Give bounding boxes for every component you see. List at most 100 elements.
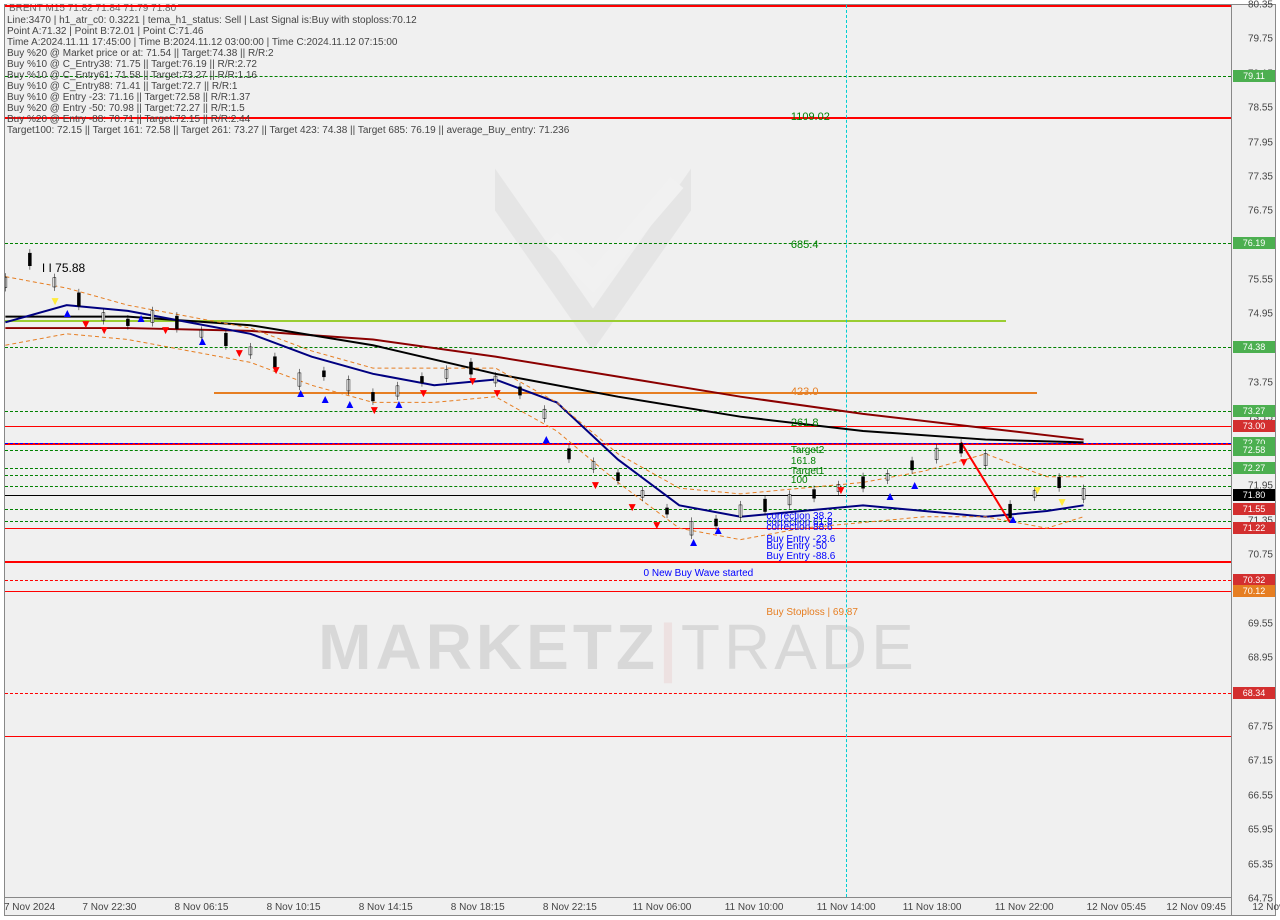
info-line: Buy %10 @ Entry -23: 71.16 || Target:72.…: [7, 92, 250, 103]
horizontal-line: [5, 693, 1231, 694]
price-label: 74.38: [1233, 341, 1275, 353]
price-label: 76.19: [1233, 237, 1275, 249]
vertical-line: [846, 5, 847, 897]
arrow-down-icon: ▼: [1056, 495, 1068, 509]
horizontal-line: [5, 475, 1231, 476]
arrow-down-icon: ▼: [651, 518, 663, 532]
horizontal-line: [5, 521, 1231, 522]
y-tick: 69.55: [1248, 618, 1273, 629]
chart-annotation: I I 75.88: [42, 261, 85, 275]
horizontal-line: [5, 468, 1231, 469]
arrow-up-icon: ▲: [319, 392, 331, 406]
x-tick: 8 Nov 14:15: [359, 902, 413, 913]
horizontal-line: [5, 347, 1231, 348]
x-tick: 8 Nov 06:15: [175, 902, 229, 913]
x-tick: 8 Nov 10:15: [267, 902, 321, 913]
arrow-up-icon: ▲: [196, 334, 208, 348]
x-tick: 12 Nov 05:45: [1087, 902, 1147, 913]
arrow-up-icon: ▲: [135, 311, 147, 325]
y-tick: 67.75: [1248, 722, 1273, 733]
watermark-text: MARKETZ|TRADE: [318, 610, 918, 684]
x-tick: 11 Nov 22:00: [995, 902, 1054, 913]
fib-label: 685.4: [791, 239, 819, 251]
horizontal-line: [5, 528, 1231, 529]
chart-annotation: Buy Stoploss | 69.87: [766, 607, 858, 618]
y-tick: 74.95: [1248, 309, 1273, 320]
chart-annotation: correction 88.6: [766, 522, 832, 533]
horizontal-line: [5, 509, 1231, 510]
info-line: Point A:71.32 | Point B:72.01 | Point C:…: [7, 26, 203, 37]
horizontal-line: [5, 580, 1231, 581]
chart-annotation: Buy Entry -88.6: [766, 551, 835, 562]
info-line: Buy %20 @ Market price or at: 71.54 || T…: [7, 48, 274, 59]
x-tick: 7 Nov 2024: [4, 902, 55, 913]
arrow-down-icon: ▼: [491, 386, 503, 400]
y-tick: 68.95: [1248, 653, 1273, 664]
chart-annotation: 0 New Buy Wave started: [644, 568, 754, 579]
price-label: 70.32: [1233, 574, 1275, 586]
arrow-down-icon: ▼: [835, 483, 847, 497]
horizontal-line: [5, 320, 1006, 322]
x-tick: 11 Nov 10:00: [725, 902, 784, 913]
info-line: Buy %10 @ C_Entry38: 71.75 || Target:76.…: [7, 59, 257, 70]
y-tick: 79.75: [1248, 34, 1273, 45]
arrow-up-icon: ▲: [540, 432, 552, 446]
horizontal-line: [5, 5, 1231, 7]
x-tick: 8 Nov 22:15: [543, 902, 597, 913]
arrow-down-icon: ▼: [160, 323, 172, 337]
price-label: 71.80: [1233, 489, 1275, 501]
y-axis: 80.3579.7579.1578.5577.9577.3576.7576.15…: [1231, 5, 1275, 915]
y-tick: 77.95: [1248, 137, 1273, 148]
horizontal-line: [5, 450, 1231, 451]
fib-label: 423.0: [791, 386, 819, 398]
arrow-down-icon: ▼: [467, 374, 479, 388]
y-tick: 77.35: [1248, 171, 1273, 182]
y-tick: 76.75: [1248, 206, 1273, 217]
arrow-up-icon: ▲: [295, 386, 307, 400]
x-tick: 12 Nov 13:45: [1252, 902, 1280, 913]
info-line: Line:3470 | h1_atr_c0: 0.3221 | tema_h1_…: [7, 15, 417, 26]
arrow-down-icon: ▼: [958, 455, 970, 469]
horizontal-line: [5, 486, 1231, 487]
y-tick: 75.55: [1248, 275, 1273, 286]
horizontal-line: [5, 426, 1231, 427]
y-tick: 80.35: [1248, 0, 1273, 11]
y-tick: 73.75: [1248, 378, 1273, 389]
price-label: 70.12: [1233, 585, 1275, 597]
arrow-down-icon: ▼: [1032, 483, 1044, 497]
info-line: Buy %20 @ Entry -50: 70.98 || Target:72.…: [7, 103, 245, 114]
arrow-up-icon: ▲: [712, 523, 724, 537]
info-line: Buy %10 @ C_Entry88: 71.41 || Target:72.…: [7, 81, 237, 92]
price-label: 71.55: [1233, 503, 1275, 515]
y-tick: 65.95: [1248, 825, 1273, 836]
price-label: 72.58: [1233, 444, 1275, 456]
y-tick: 67.15: [1248, 756, 1273, 767]
x-axis: 7 Nov 20247 Nov 22:308 Nov 06:158 Nov 10…: [5, 897, 1231, 915]
arrow-up-icon: ▲: [909, 478, 921, 492]
price-label: 72.27: [1233, 462, 1275, 474]
x-tick: 11 Nov 18:00: [903, 902, 962, 913]
horizontal-line: [5, 411, 1231, 412]
x-tick: 12 Nov 09:45: [1166, 902, 1226, 913]
y-tick: 66.55: [1248, 790, 1273, 801]
arrow-down-icon: ▼: [49, 294, 61, 308]
price-label: 68.34: [1233, 687, 1275, 699]
horizontal-line: [214, 392, 1037, 394]
info-line: Target100: 72.15 || Target 161: 72.58 ||…: [7, 125, 569, 136]
price-label: 79.11: [1233, 70, 1275, 82]
info-line: Buy %10 @ C_Entry61: 71.58 || Target:73.…: [7, 70, 257, 81]
plot-area[interactable]: MARKETZ|TRADE 1109.02685.4423.0261.8Targ…: [5, 5, 1231, 897]
logo-watermark: [453, 112, 733, 397]
arrow-down-icon: ▼: [589, 478, 601, 492]
fib-label: 100: [791, 475, 808, 486]
chart-container: BRENT M15 71.82 71.84 71.79 71.80 MARKET…: [4, 4, 1276, 916]
horizontal-line: [5, 736, 1231, 737]
x-tick: 11 Nov 06:00: [633, 902, 692, 913]
arrow-down-icon: ▼: [626, 500, 638, 514]
price-label: 73.27: [1233, 405, 1275, 417]
arrow-up-icon: ▲: [884, 489, 896, 503]
info-line: Buy %20 @ Entry -88: 70.71 || Target:72.…: [7, 114, 250, 125]
price-label: 71.22: [1233, 522, 1275, 534]
x-tick: 11 Nov 14:00: [817, 902, 876, 913]
arrow-down-icon: ▼: [98, 323, 110, 337]
